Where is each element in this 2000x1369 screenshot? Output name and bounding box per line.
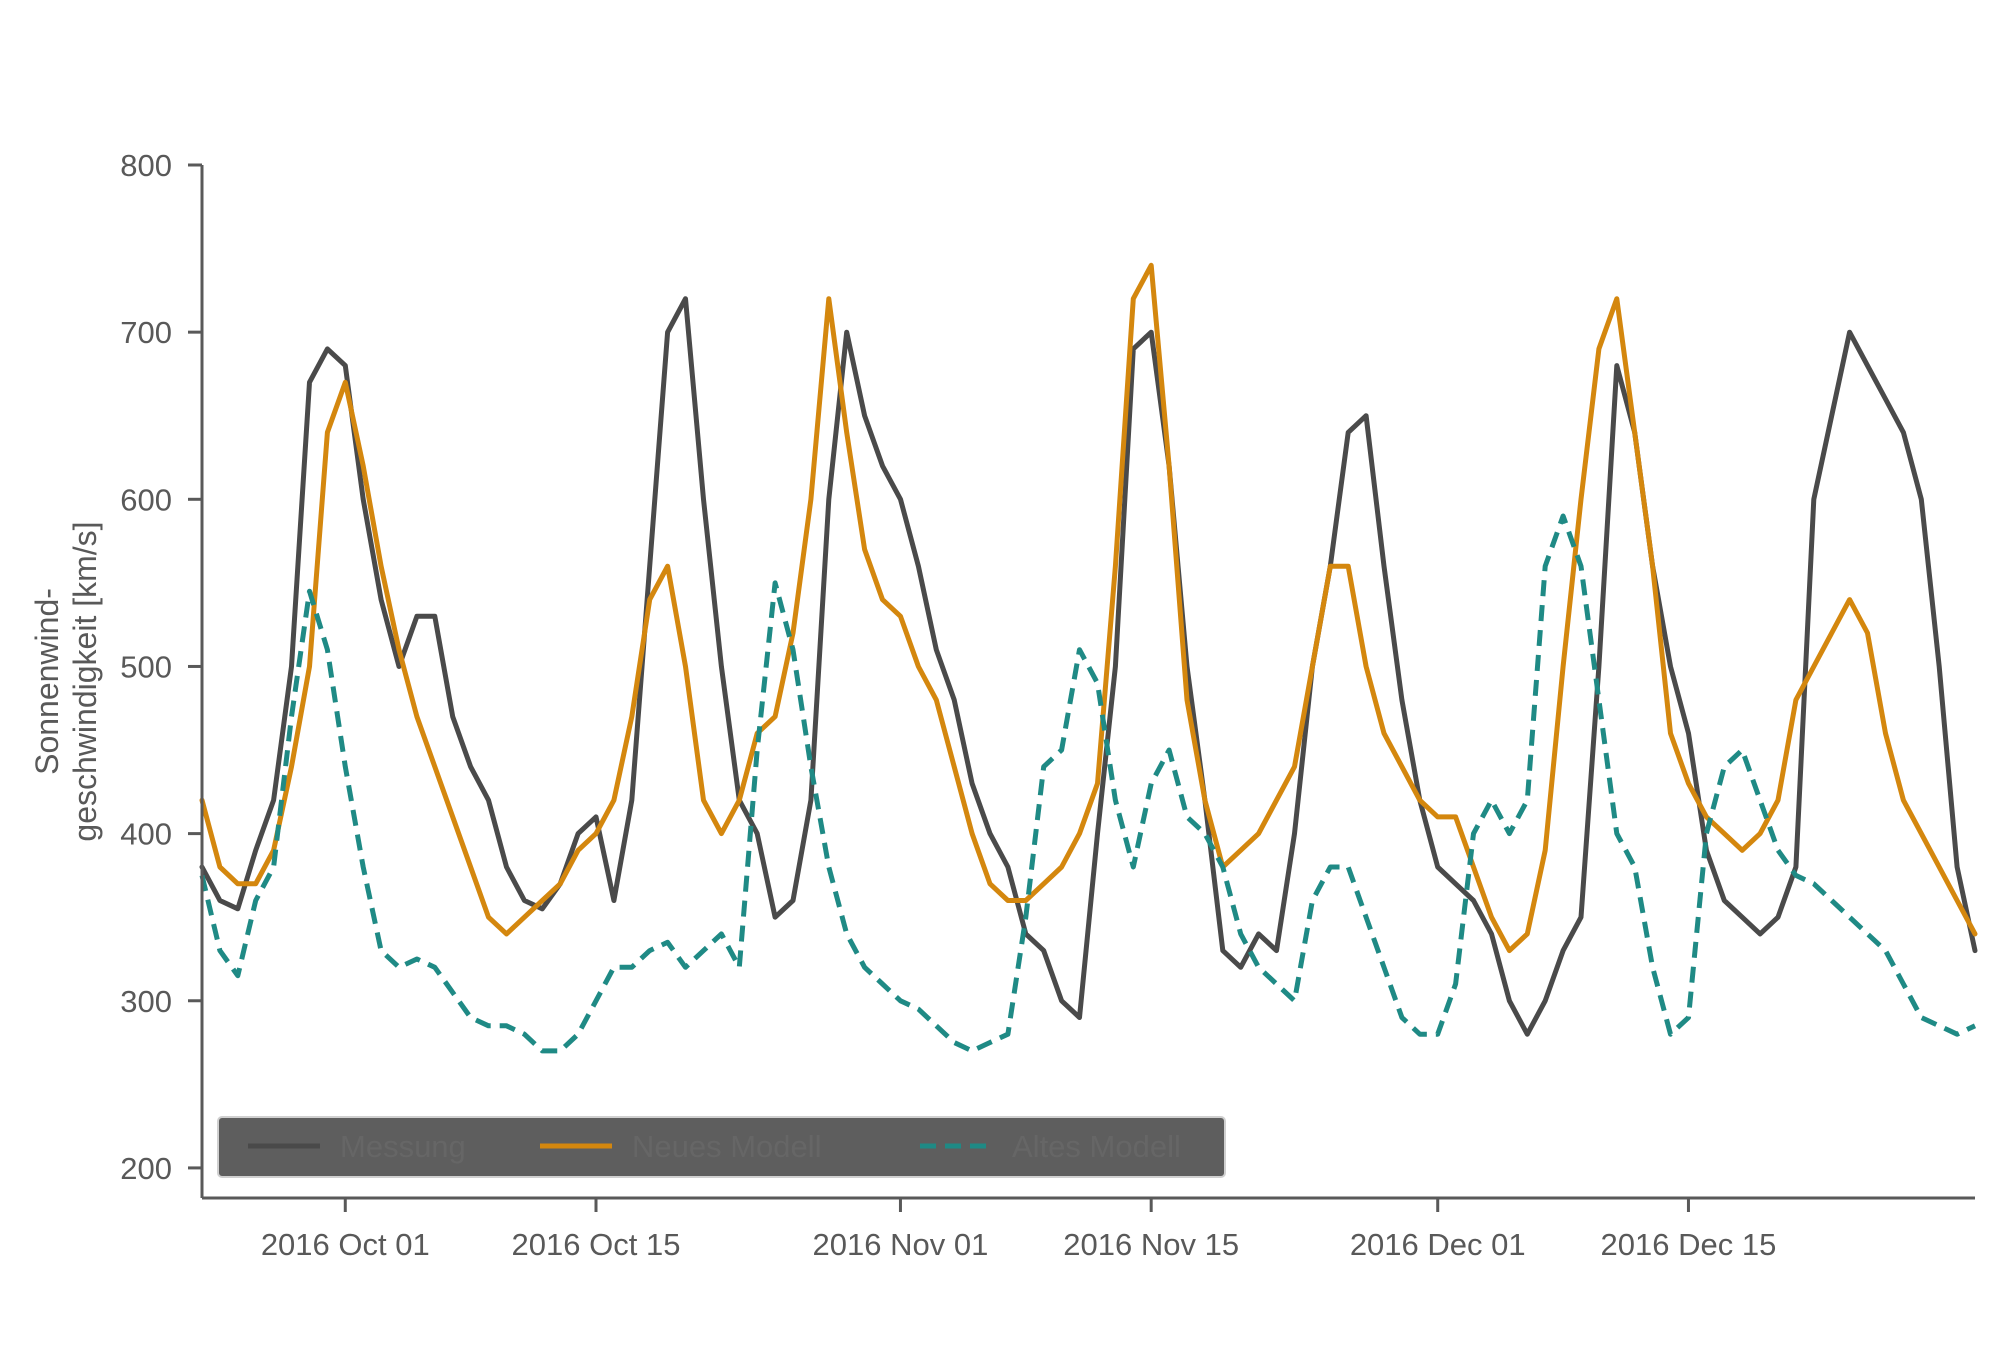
y-tick-label: 500 (120, 649, 172, 684)
x-tick-label: 2016 Oct 01 (261, 1227, 430, 1262)
series-layer (199, 262, 1978, 1054)
y-tick-label: 200 (120, 1151, 172, 1186)
x-tick-label: 2016 Dec 01 (1350, 1227, 1526, 1262)
series-line-2 (199, 513, 1977, 1054)
y-tick-label: 800 (120, 148, 172, 183)
y-tick-label: 700 (120, 315, 172, 350)
axes-layer: 200 300 400 500 600 700 800 2016 Oct 01 2016 Oct… (120, 148, 1975, 1262)
y-label-line-0: Sonnenwind- (29, 588, 65, 775)
y-tick-label: 400 (120, 817, 172, 852)
y-tick-label: 300 (120, 984, 172, 1019)
series-line-1 (199, 262, 1978, 954)
legend-label-0: Messung (340, 1129, 466, 1164)
x-tick-label: 2016 Oct 15 (512, 1227, 681, 1262)
x-tick-label: 2016 Nov 01 (813, 1227, 989, 1262)
legend-box (217, 1116, 1226, 1178)
y-axis-label: Sonnenwind-geschwindigkeit [km/s] (29, 521, 103, 841)
legend-label-1: Neues Modell (632, 1129, 822, 1164)
x-tick-label: 2016 Nov 15 (1063, 1227, 1239, 1262)
legend: Messung Neues Modell Altes Modell (217, 1116, 1226, 1178)
y-label-line-1: geschwindigkeit [km/s] (67, 521, 103, 841)
y-tick-label: 600 (120, 482, 172, 517)
x-tick-label: 2016 Dec 15 (1601, 1227, 1777, 1262)
legend-label-2: Altes Modell (1012, 1129, 1181, 1164)
series-line-0 (199, 296, 1978, 1037)
